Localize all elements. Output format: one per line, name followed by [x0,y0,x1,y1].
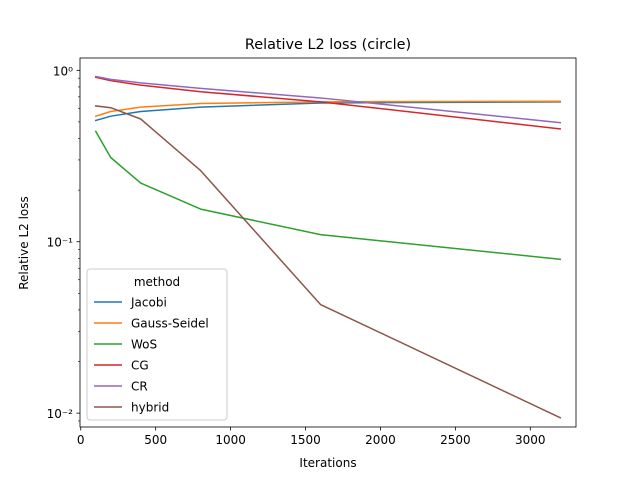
plot-area: 0 500 1000 1500 2000 2500 3000 10⁻² 10⁻¹ 10⁰ metho… [47,57,577,447]
y-tick-label: 10⁻² [47,407,74,421]
series-line-wos [94,130,562,261]
y-tick-label: 10⁻¹ [47,236,74,250]
legend-title: method [134,275,180,289]
x-tick-label: 500 [144,433,167,447]
axes-frame [79,57,577,428]
legend-label: CG [131,359,149,373]
legend-label: Jacobi [130,296,167,310]
series-line-cg [94,76,562,130]
legend-box [86,268,228,421]
series-line-cr [94,75,562,124]
x-tick-label: 0 [77,433,85,447]
x-tick-label: 2500 [440,433,471,447]
x-axis-label: Iterations [299,456,356,470]
legend-label: WoS [131,338,157,352]
series-line-hybrid [94,105,562,419]
x-tick-label: 3000 [515,433,546,447]
legend-label: Gauss-Seidel [131,317,209,331]
y-tick-label: 10⁰ [53,64,73,78]
x-tick-label: 2000 [365,433,396,447]
x-tick-label: 1000 [215,433,246,447]
x-tick-label: 1500 [290,433,321,447]
y-axis-label: Relative L2 loss [17,196,31,290]
legend: method Jacobi Gauss-Seidel WoS CG CR hybrid [86,268,228,421]
legend-label: CR [131,380,148,394]
legend-label: hybrid [131,401,169,415]
chart-title: Relative L2 loss (circle) [245,37,411,53]
